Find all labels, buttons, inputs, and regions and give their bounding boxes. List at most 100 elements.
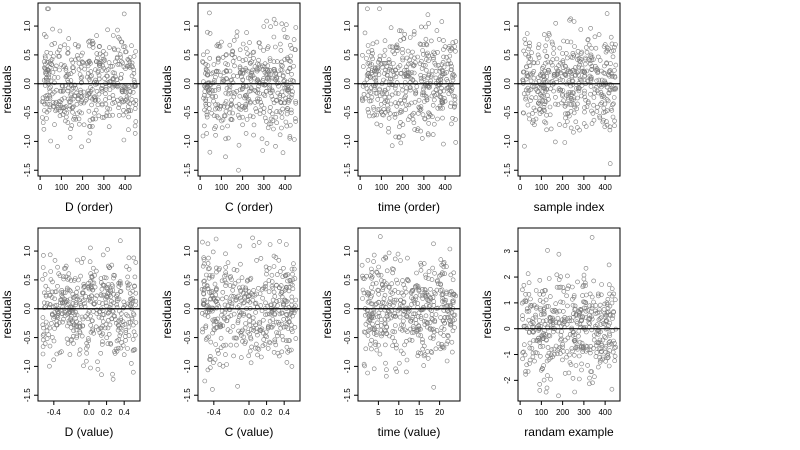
data-point [114,296,120,302]
data-point [554,284,560,290]
data-point [372,327,377,333]
data-point [61,95,67,101]
data-point [213,236,219,242]
data-point [279,310,285,316]
data-point [371,107,377,112]
data-point [409,295,414,300]
data-point [551,74,557,79]
data-point [540,318,546,324]
scatter-points [39,6,139,150]
data-point [570,375,576,381]
data-point [87,259,93,265]
data-point [278,62,284,68]
data-point [392,311,398,317]
data-point [273,21,279,26]
data-point [103,51,109,57]
data-point [78,273,83,279]
data-point [604,97,610,102]
data-point [569,75,575,80]
data-point [77,324,83,330]
data-point [402,342,407,348]
data-point [612,297,618,303]
data-point [70,110,75,115]
x-tick-label: 0 [38,183,43,192]
data-point [103,296,108,302]
data-point [589,108,594,114]
data-point [93,116,98,122]
x-tick-label: 300 [417,183,431,192]
data-point [88,271,93,276]
data-point [254,305,260,310]
data-point [546,350,552,356]
data-point [98,276,104,281]
data-point [127,88,132,94]
y-tick-label: 0.0 [343,78,352,90]
data-point [365,43,371,48]
data-point [389,281,395,287]
data-point [422,63,428,68]
data-point [453,117,458,122]
data-point [43,55,48,61]
data-point [104,335,109,341]
data-point [100,342,105,347]
data-point [274,319,279,325]
data-point [74,335,79,340]
data-point [542,119,547,125]
data-point [411,29,417,34]
data-point [44,328,50,334]
data-point [117,279,123,284]
data-point [223,272,229,278]
data-point [275,350,281,356]
data-point [451,312,456,318]
data-point [438,330,444,336]
data-point [68,126,73,131]
data-point [258,328,264,334]
data-point [291,63,296,69]
data-point [544,112,549,118]
x-tick-label: -0.4 [47,408,61,417]
data-point [273,255,279,260]
data-point [227,300,233,305]
data-point [112,100,117,105]
data-point [288,322,294,328]
data-point [109,282,115,287]
data-point [575,125,580,130]
data-point [250,67,255,73]
plot-frame [517,2,621,177]
data-point [379,278,384,283]
data-point [523,371,529,377]
data-point [123,86,128,92]
data-point [85,285,91,290]
data-point [553,308,559,314]
data-point [281,316,287,322]
data-point [369,53,374,59]
data-point [610,349,616,355]
data-point [527,340,533,346]
data-point [82,301,87,306]
data-point [284,360,290,365]
data-point [439,99,445,105]
data-point [563,111,568,117]
data-point [444,77,449,82]
data-point [375,287,381,293]
data-point [390,291,395,296]
data-point [132,82,138,88]
data-point [452,312,458,318]
data-point [563,64,568,69]
data-point [424,42,430,48]
data-point [289,266,295,272]
data-point [80,323,86,329]
data-point [86,138,91,144]
data-point [67,287,72,293]
data-point [200,329,205,335]
data-point [610,54,616,60]
data-point [415,284,421,289]
data-point [233,297,238,303]
data-point [427,295,433,300]
data-point [362,80,367,86]
data-point [420,296,426,301]
data-point [564,55,570,61]
data-point [61,64,66,69]
data-point [211,98,216,104]
data-point [251,132,256,138]
